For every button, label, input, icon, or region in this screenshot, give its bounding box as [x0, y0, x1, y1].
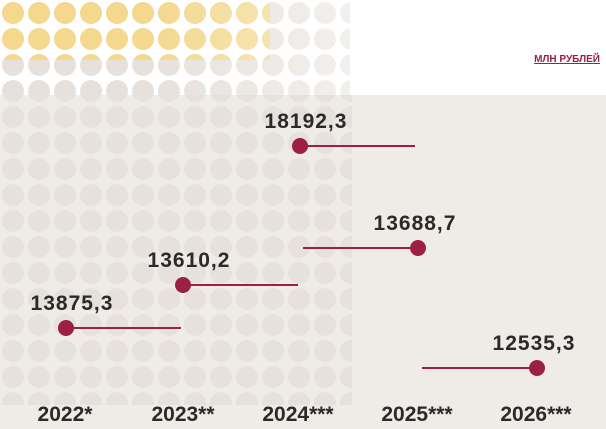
category-label: 2023**: [151, 403, 215, 426]
category-label: 2024***: [262, 403, 334, 426]
value-label: 18192,3: [265, 110, 348, 133]
value-label: 13875,3: [31, 292, 114, 315]
fade: [150, 0, 350, 95]
dot: [529, 360, 545, 376]
category-label: 2022*: [38, 403, 94, 426]
value-label: 12535,3: [493, 332, 576, 355]
category-label: 2025***: [381, 403, 453, 426]
dot: [410, 240, 426, 256]
value-label: 13688,7: [374, 212, 457, 235]
dot: [58, 320, 74, 336]
unit-label: МЛН РУБЛЕЙ: [534, 52, 600, 65]
dot: [175, 277, 191, 293]
category-label: 2026***: [500, 403, 572, 426]
dot: [292, 138, 308, 154]
value-label: 13610,2: [148, 249, 231, 272]
